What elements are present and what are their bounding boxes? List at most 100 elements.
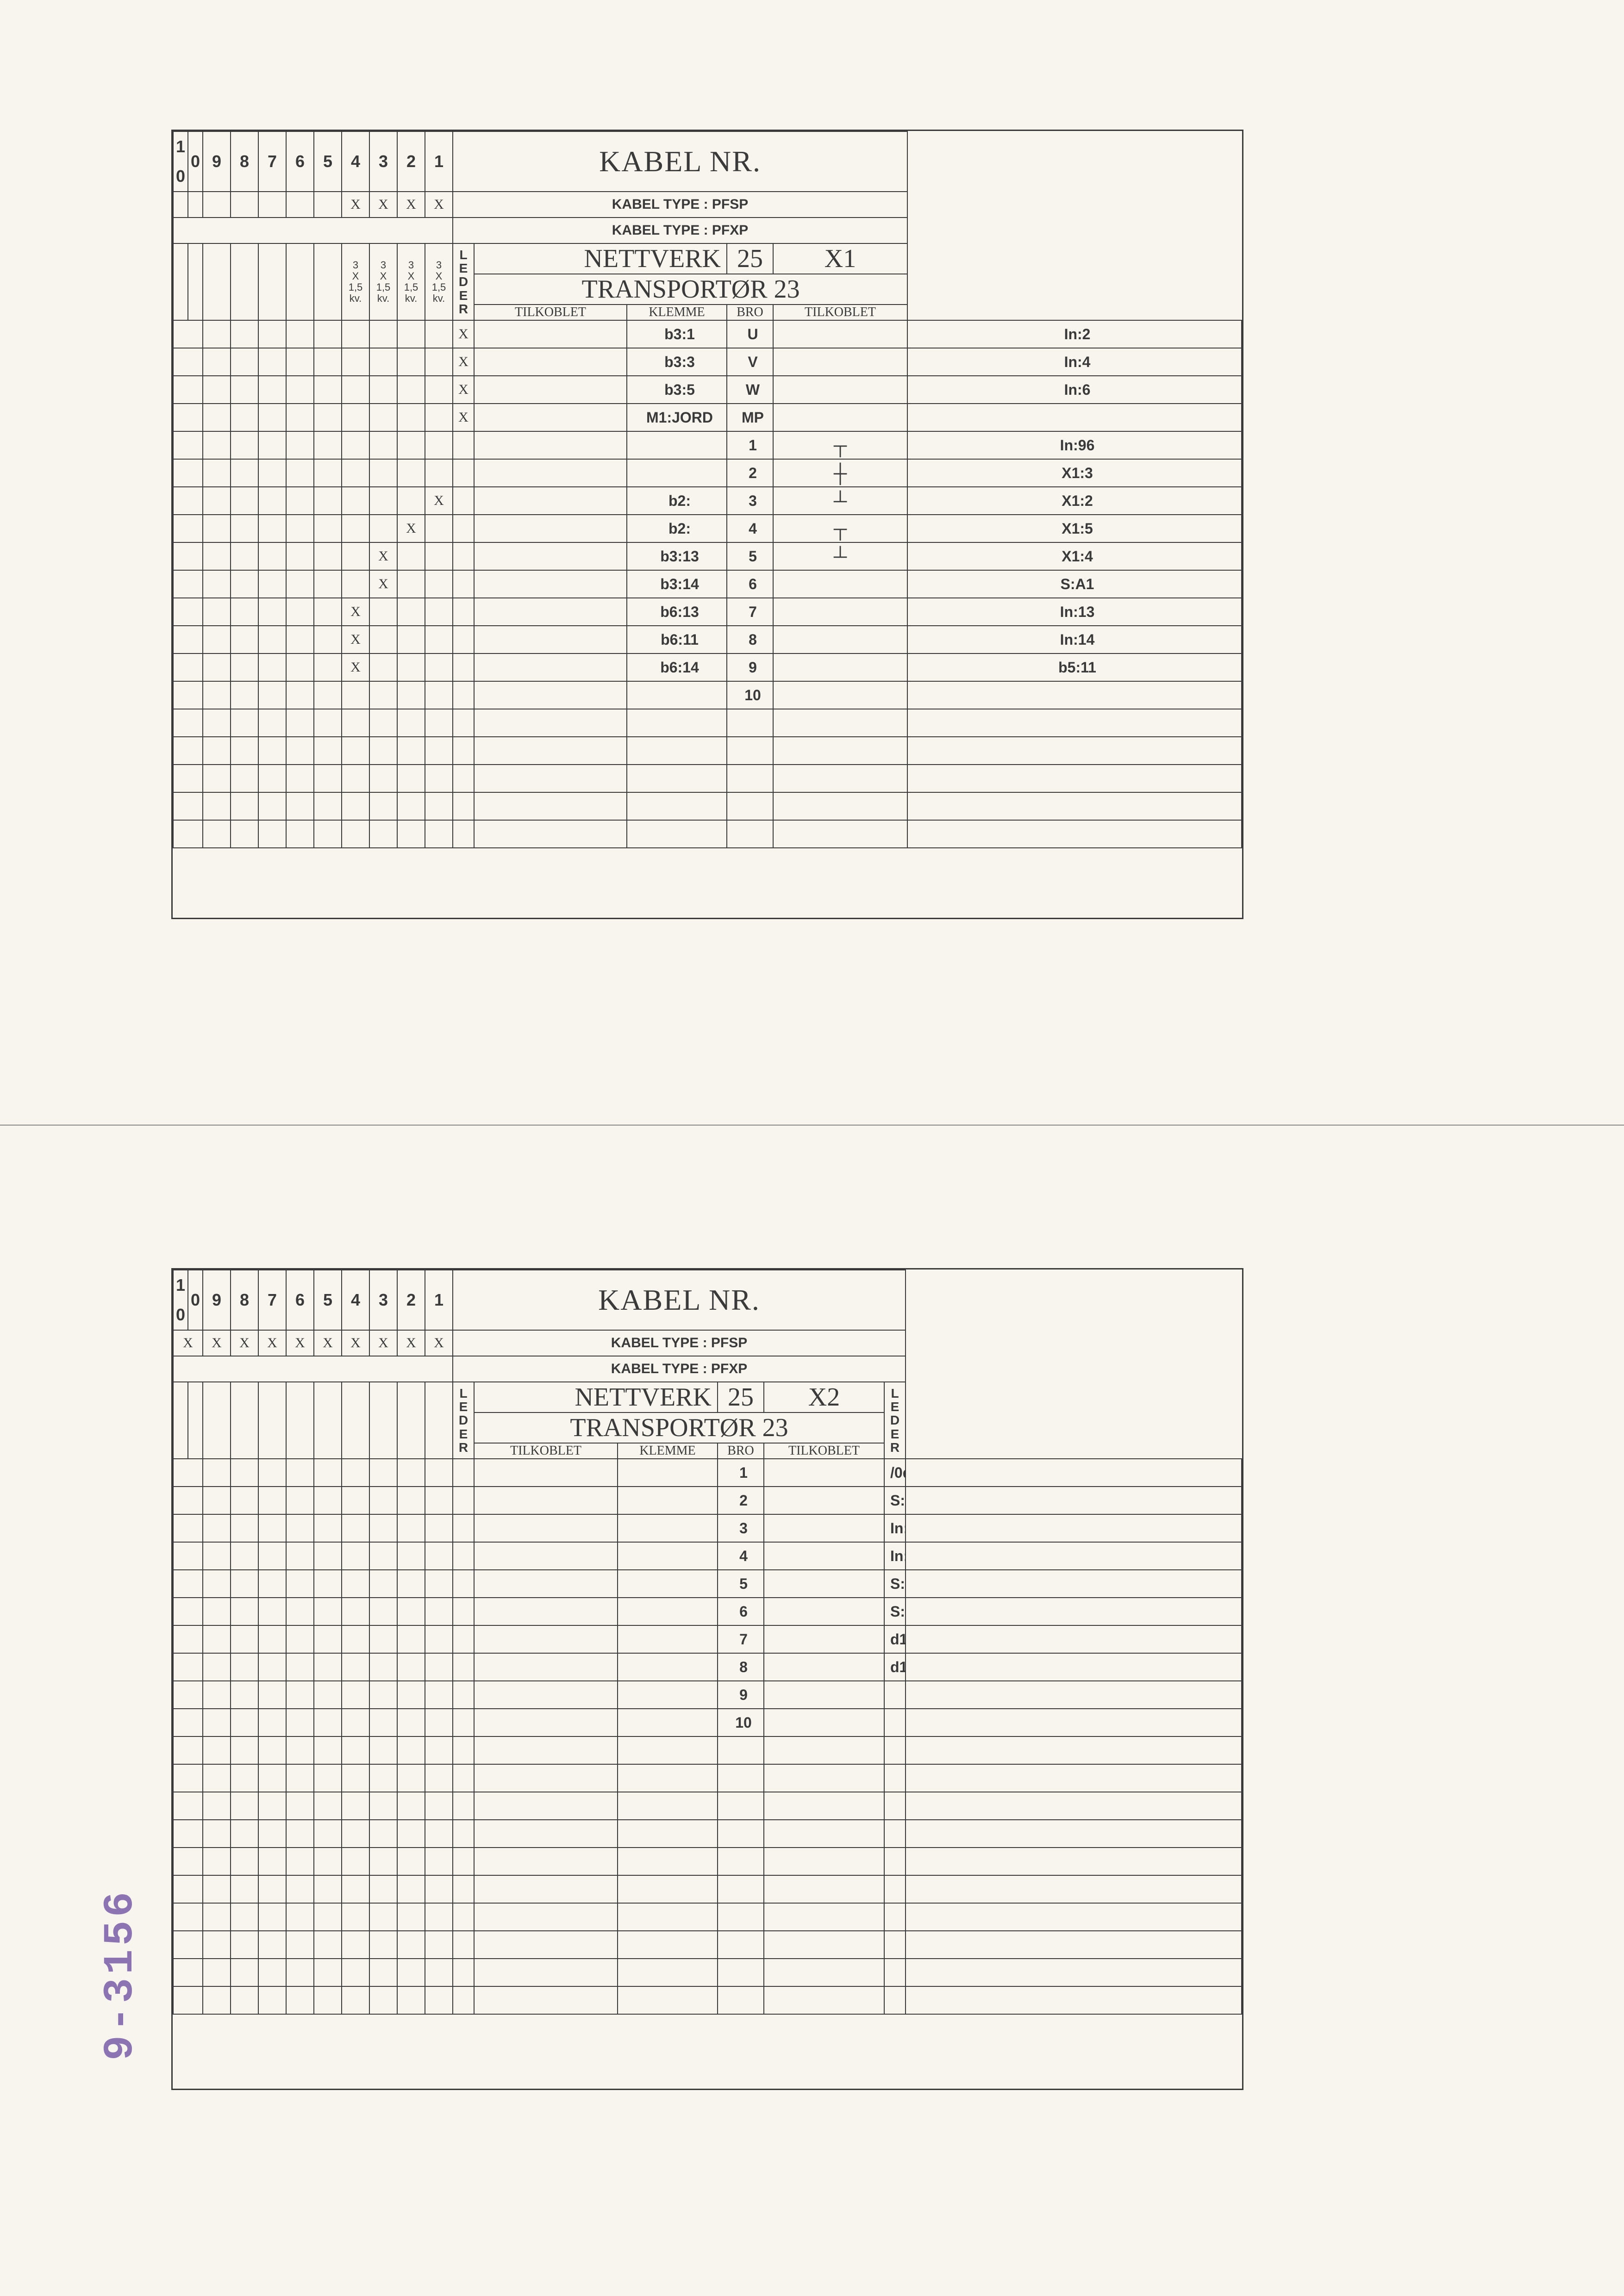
mark-cell bbox=[425, 1848, 453, 1875]
mark-cell bbox=[453, 1487, 474, 1514]
table-row bbox=[173, 1820, 1242, 1848]
mark-cell bbox=[286, 348, 314, 376]
mark-cell bbox=[258, 1625, 286, 1653]
mark-cell bbox=[453, 1570, 474, 1598]
mark-cell bbox=[453, 1959, 474, 1986]
mark-cell bbox=[258, 1792, 286, 1820]
mark-cell bbox=[231, 820, 258, 848]
mark-cell bbox=[203, 1903, 231, 1931]
mark-cell bbox=[231, 1848, 258, 1875]
table-row: Xb6:118In:14 bbox=[173, 626, 1242, 653]
mark-cell bbox=[258, 431, 286, 459]
mark-cell bbox=[286, 709, 314, 737]
mark-cell bbox=[286, 515, 314, 542]
bro-cell bbox=[773, 626, 907, 653]
mark-cell bbox=[342, 1736, 369, 1764]
page-divider bbox=[0, 1125, 1624, 1126]
table-row: Xb6:149b5:11 bbox=[173, 653, 1242, 681]
mark-cell bbox=[425, 1709, 453, 1736]
mark-cell bbox=[342, 709, 369, 737]
mark-cell bbox=[342, 737, 369, 765]
mark-cell bbox=[397, 1487, 425, 1514]
tilkoblet2-cell bbox=[907, 820, 1242, 848]
blank-cell bbox=[258, 1382, 286, 1459]
mark-cell bbox=[369, 1487, 397, 1514]
mark-cell bbox=[314, 1653, 342, 1681]
mark-cell bbox=[425, 459, 453, 487]
mark-cell bbox=[173, 1820, 203, 1848]
mark-cell bbox=[258, 653, 286, 681]
mark-cell bbox=[397, 598, 425, 626]
tilkoblet2-cell: X1:5 bbox=[907, 515, 1242, 542]
mark-cell bbox=[369, 1764, 397, 1792]
mark-cell bbox=[369, 765, 397, 792]
leder-col-cell bbox=[474, 1736, 618, 1764]
tilkoblet-cell bbox=[618, 1459, 718, 1487]
mark-cell bbox=[173, 1459, 203, 1487]
x-cell: X bbox=[342, 192, 369, 218]
mark-cell bbox=[203, 709, 231, 737]
nettverk-x: X2 bbox=[764, 1382, 884, 1412]
mark-cell bbox=[231, 1764, 258, 1792]
mark-cell bbox=[286, 1570, 314, 1598]
mark-cell bbox=[231, 376, 258, 404]
mark-cell bbox=[203, 1487, 231, 1514]
mark-cell bbox=[369, 1542, 397, 1570]
mark-cell bbox=[453, 542, 474, 570]
mark-cell bbox=[173, 570, 203, 598]
bro-cell bbox=[773, 598, 907, 626]
tilkoblet2-cell: X1:2 bbox=[907, 487, 1242, 515]
leder-col-cell bbox=[474, 820, 627, 848]
mark-cell bbox=[342, 404, 369, 431]
klemme-cell bbox=[718, 1764, 764, 1792]
klemme-cell: 9 bbox=[718, 1681, 764, 1709]
bro-cell: ┼ bbox=[773, 459, 907, 487]
colnum-cell: 9 bbox=[203, 131, 231, 192]
leder-col-cell bbox=[474, 792, 627, 820]
tilkoblet2-cell bbox=[884, 1764, 906, 1792]
mark-cell bbox=[425, 348, 453, 376]
mark-cell bbox=[173, 404, 203, 431]
mark-cell bbox=[286, 820, 314, 848]
mark-cell bbox=[342, 792, 369, 820]
mark-cell bbox=[314, 792, 342, 820]
nettverk-label: NETTVERK bbox=[474, 243, 727, 274]
mark-cell bbox=[369, 1959, 397, 1986]
mark-cell bbox=[173, 1570, 203, 1598]
leder-col-cell bbox=[474, 376, 627, 404]
leder-col-cell bbox=[474, 1514, 618, 1542]
mark-cell bbox=[258, 598, 286, 626]
mark-cell bbox=[203, 487, 231, 515]
mark-cell bbox=[314, 681, 342, 709]
bro-cell bbox=[764, 1931, 884, 1959]
bro-cell bbox=[773, 765, 907, 792]
mark-cell bbox=[286, 1875, 314, 1903]
tilkoblet-cell bbox=[618, 1986, 718, 2014]
mark-cell bbox=[453, 1792, 474, 1820]
mark-cell bbox=[231, 431, 258, 459]
mark-cell bbox=[203, 320, 231, 348]
tilkoblet2-cell bbox=[884, 1959, 906, 1986]
blank-cell bbox=[173, 218, 453, 243]
transportor-label: TRANSPORTØR 23 bbox=[474, 1412, 884, 1443]
mark-cell bbox=[369, 1736, 397, 1764]
mark-cell bbox=[342, 1875, 369, 1903]
mark-cell bbox=[369, 820, 397, 848]
mark-cell bbox=[203, 376, 231, 404]
tilkoblet-cell: b6:14 bbox=[627, 653, 727, 681]
mark-cell bbox=[342, 459, 369, 487]
klemme-cell: 8 bbox=[718, 1653, 764, 1681]
mark-cell bbox=[203, 737, 231, 765]
colnum-cell: 7 bbox=[258, 131, 286, 192]
mark-cell bbox=[314, 570, 342, 598]
colnum-cell: 9 bbox=[203, 1270, 231, 1330]
leder-col-cell bbox=[474, 542, 627, 570]
leder-col-cell bbox=[474, 487, 627, 515]
mark-cell bbox=[314, 1764, 342, 1792]
table-row bbox=[173, 1736, 1242, 1764]
mark-cell bbox=[258, 1514, 286, 1542]
mark-cell bbox=[286, 765, 314, 792]
mark-cell bbox=[342, 1959, 369, 1986]
mark-cell bbox=[203, 765, 231, 792]
bro-cell bbox=[773, 820, 907, 848]
